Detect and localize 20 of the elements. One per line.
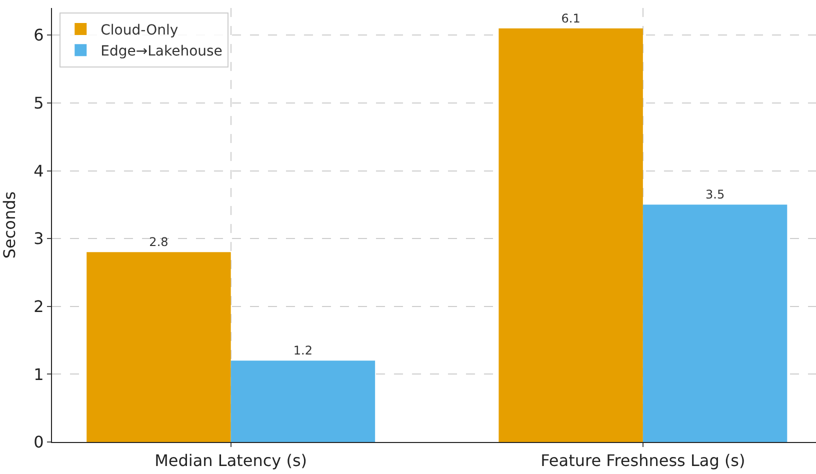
- legend-label: Edge→Lakehouse: [100, 44, 222, 60]
- data-label: 3.5: [705, 188, 725, 202]
- y-tick-label: 5: [34, 94, 44, 113]
- y-tick-label: 3: [34, 229, 44, 248]
- y-tick-label: 4: [34, 161, 44, 180]
- y-tick-label: 0: [34, 432, 44, 452]
- bar: [498, 28, 643, 442]
- data-label: 6.1: [561, 11, 580, 26]
- y-axis-title: Seconds: [0, 191, 19, 259]
- bar: [642, 204, 788, 442]
- bar: [230, 360, 376, 442]
- y-tick-label: 1: [34, 364, 44, 384]
- data-label: 2.8: [149, 235, 168, 250]
- y-tick-label: 6: [34, 26, 44, 45]
- legend-label: Cloud-Only: [100, 22, 178, 38]
- x-tick-label: Median Latency (s): [154, 451, 308, 470]
- y-tick-label: 2: [34, 296, 44, 316]
- data-label: 1.2: [293, 344, 312, 358]
- bar: [86, 252, 231, 442]
- x-tick-label: Feature Freshness Lag (s): [540, 451, 746, 470]
